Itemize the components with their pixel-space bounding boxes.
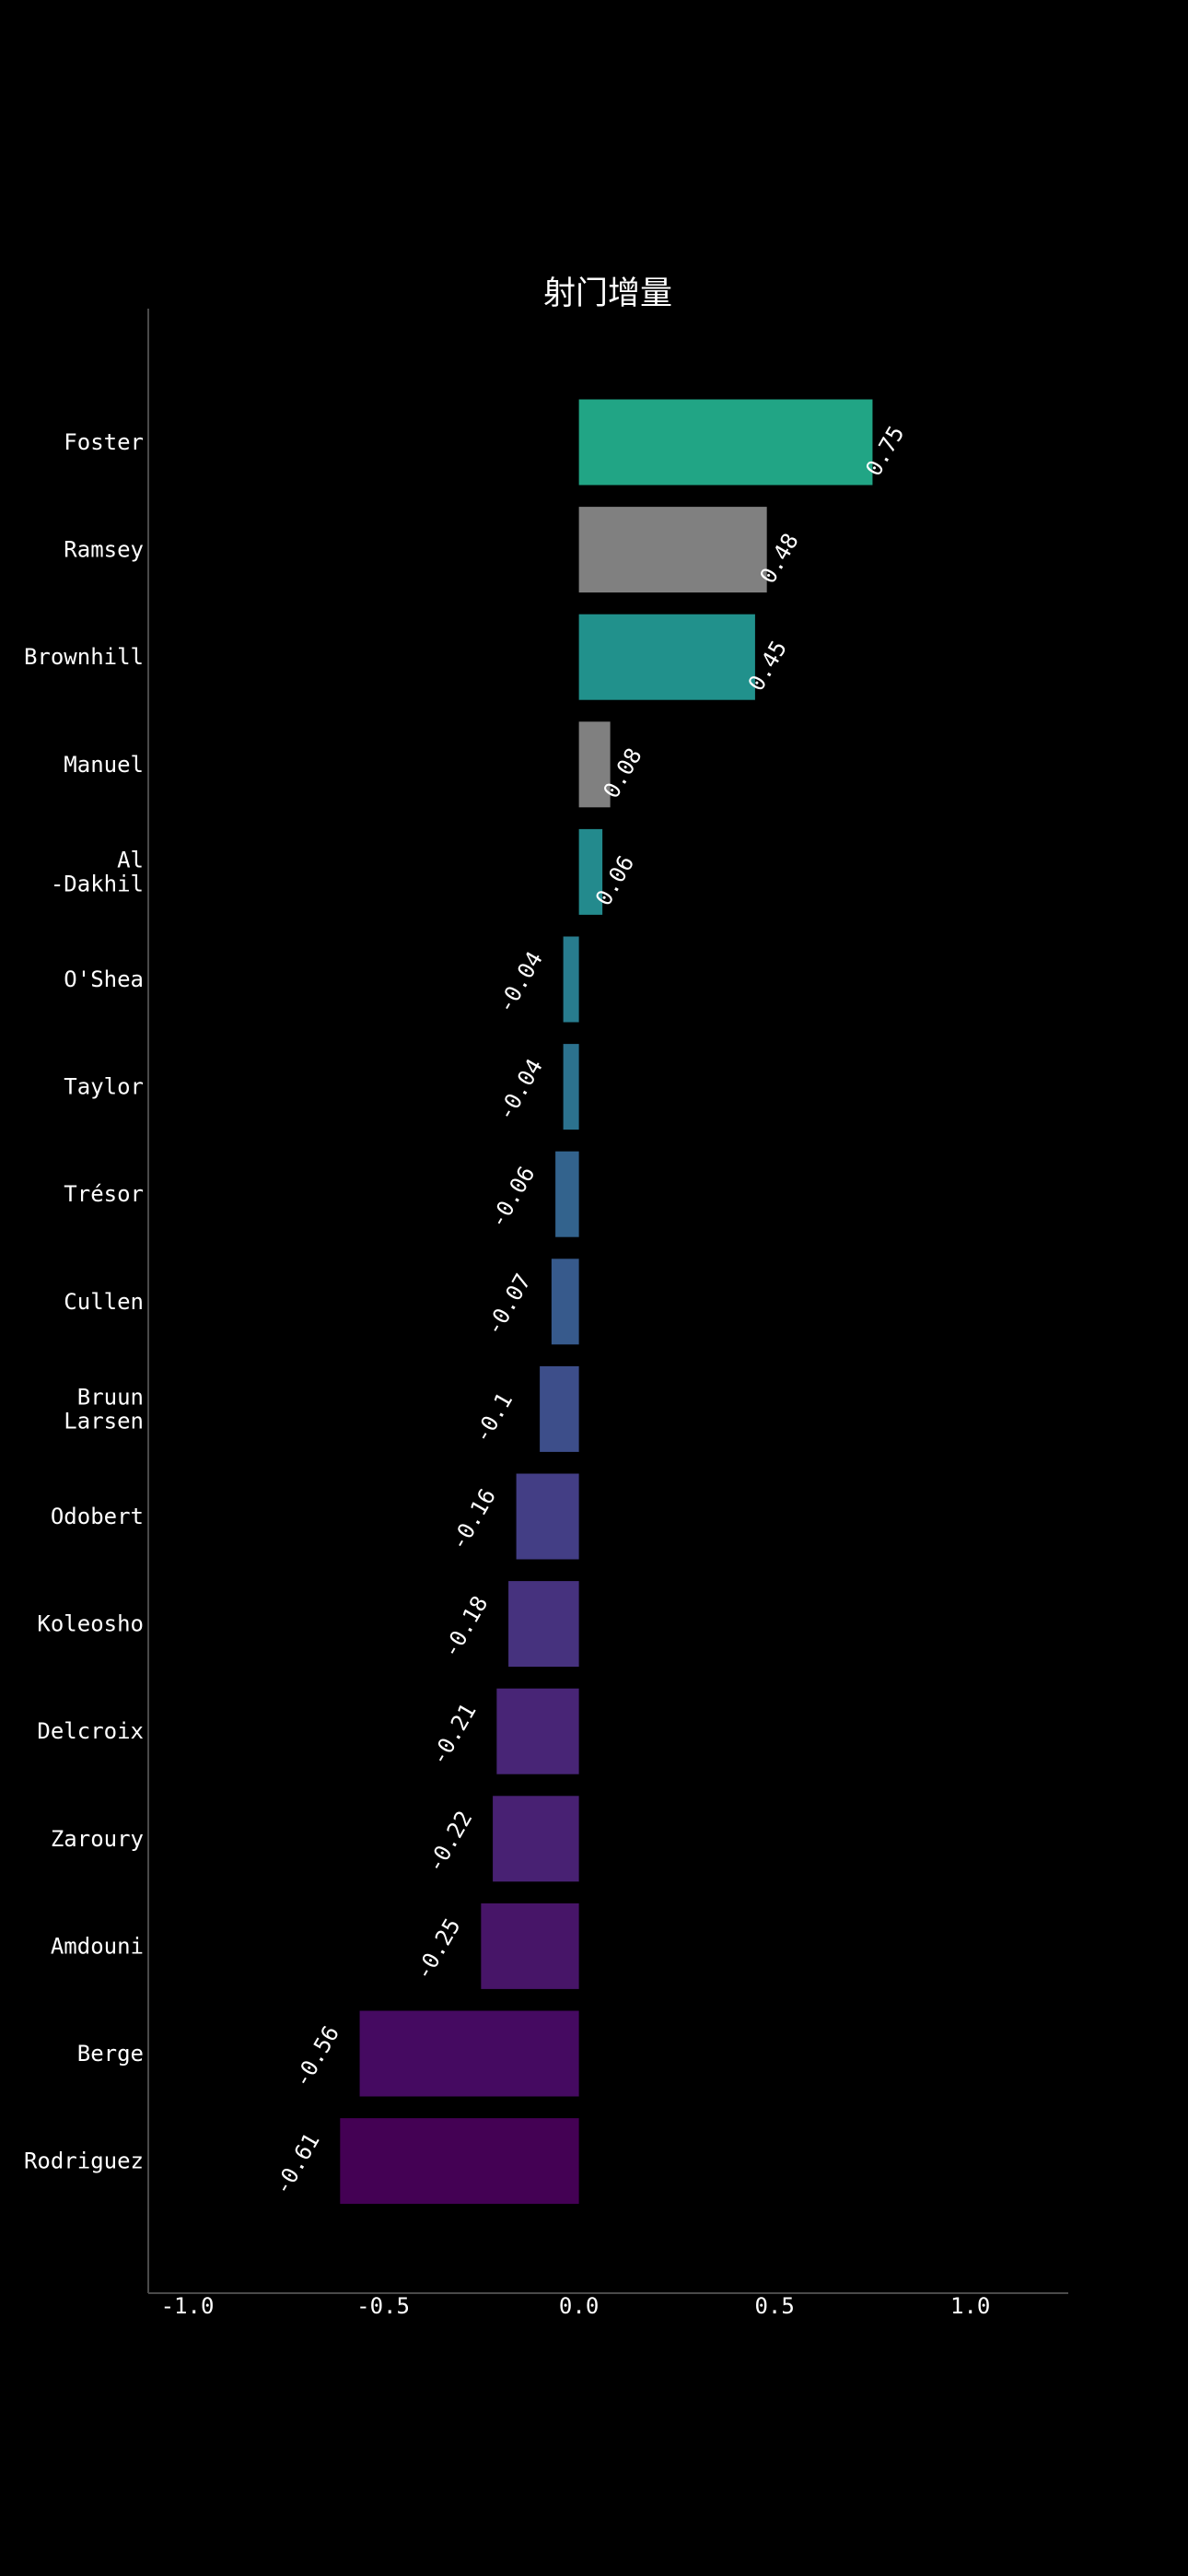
bar — [359, 2010, 579, 2097]
data-label: -0.18 — [437, 1592, 493, 1663]
category-label: Brownhill — [24, 644, 144, 670]
x-tick-label: -0.5 — [356, 2293, 410, 2319]
x-tick-label: 1.0 — [950, 2293, 990, 2319]
category-label: Zaroury — [51, 1826, 144, 1852]
data-label: -0.06 — [484, 1162, 540, 1233]
bar — [578, 614, 755, 700]
chart-title: 射门增量 — [543, 275, 672, 312]
bar — [496, 1688, 579, 1774]
bar — [563, 936, 579, 1023]
data-label: -0.25 — [410, 1914, 465, 1985]
category-label: Delcroix — [37, 1718, 144, 1744]
bar — [578, 399, 873, 486]
x-ticks-layer: -1.0 -0.5 0.0 0.5 1.0 — [161, 2293, 991, 2319]
category-label: Taylor — [64, 1074, 144, 1100]
data-label: -0.56 — [289, 2021, 344, 2092]
category-label: Berge — [77, 2041, 144, 2067]
category-label: Odobert — [51, 1504, 144, 1529]
data-label: -0.04 — [493, 1055, 548, 1126]
bar — [516, 1473, 579, 1560]
bar — [540, 1365, 579, 1452]
category-label: Al -Dakhil — [51, 847, 144, 896]
category-label: Koleosho — [37, 1611, 144, 1637]
bar — [551, 1259, 579, 1345]
bar — [508, 1581, 579, 1668]
bar — [555, 1151, 579, 1237]
category-label: Ramsey — [64, 537, 144, 563]
category-label: Manuel — [64, 752, 144, 778]
bar — [578, 507, 767, 593]
data-label: -0.07 — [481, 1270, 536, 1341]
category-label: Rodriguez — [24, 2149, 144, 2174]
category-label: Trésor — [64, 1181, 144, 1207]
axes — [147, 309, 1068, 2294]
category-label: Amdouni — [51, 1933, 144, 1959]
bar — [481, 1903, 579, 1989]
bar — [578, 721, 611, 808]
bar — [493, 1796, 579, 1882]
data-label: -0.21 — [425, 1699, 481, 1770]
category-label: Foster — [64, 429, 144, 455]
x-tick-label: -1.0 — [161, 2293, 215, 2319]
x-tick-label: 0.0 — [559, 2293, 599, 2319]
bars-layer — [340, 399, 873, 2205]
data-label: -0.04 — [493, 947, 548, 1018]
category-label: Cullen — [64, 1289, 144, 1315]
category-label: O'Shea — [64, 966, 144, 992]
category-label: Bruun Larsen — [64, 1384, 144, 1434]
x-tick-label: 0.5 — [754, 2293, 794, 2319]
bar — [563, 1044, 579, 1130]
bar — [340, 2118, 579, 2205]
data-label: -0.61 — [269, 2129, 324, 2200]
data-label: -0.22 — [422, 1807, 477, 1878]
category-labels-layer: Foster Ramsey Brownhill Manuel Al -Dakhil O'Sh… — [24, 429, 144, 2174]
bar — [578, 828, 603, 915]
data-label: -0.1 — [469, 1388, 518, 1447]
data-label: -0.16 — [446, 1484, 501, 1555]
